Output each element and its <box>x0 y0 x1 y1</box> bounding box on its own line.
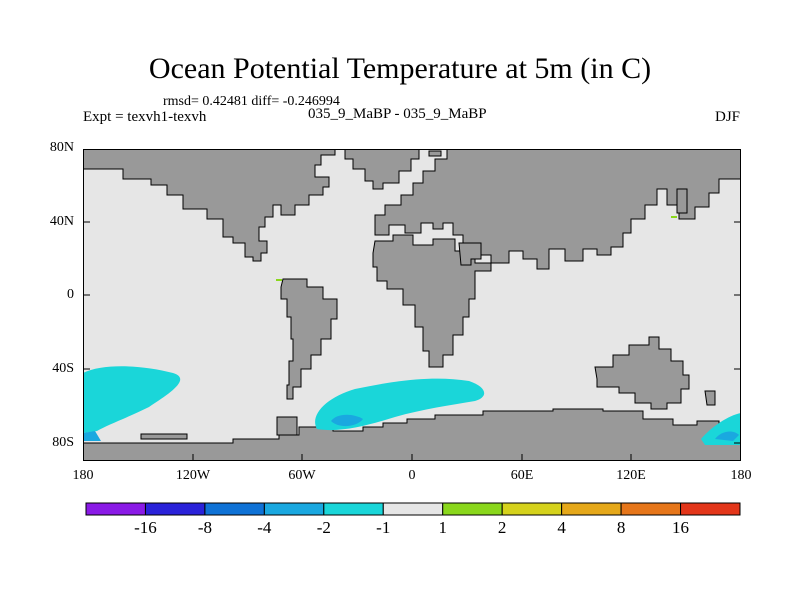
land-eurasia <box>374 149 741 270</box>
plot-title: Ocean Potential Temperature at 5m (in C) <box>148 52 652 85</box>
colorbar-label: 4 <box>557 518 566 537</box>
plot-frame <box>83 149 741 461</box>
x-tick-label: 60E <box>510 468 534 483</box>
colorbar-label: 8 <box>616 518 626 537</box>
run-label: 035_9_MaBP - 035_9_MaBP <box>308 106 487 122</box>
colorbar <box>85 502 741 516</box>
colorbar-swatch <box>85 502 146 516</box>
colorbar-label: 2 <box>497 518 507 537</box>
x-tick-label: 120E <box>616 468 646 483</box>
land-south-america <box>280 278 338 400</box>
x-tick-label: 60W <box>288 468 316 483</box>
colorbar-label: -2 <box>316 518 331 537</box>
rmsd-diff-text: rmsd= 0.42481 diff= -0.246994 <box>163 94 340 109</box>
x-tick-label: 120W <box>175 468 211 483</box>
x-tick-label: 180 <box>72 468 94 483</box>
anomaly-region-south-atlantic-core <box>331 414 363 427</box>
anomaly-region-south-pacific <box>83 366 181 433</box>
anomaly-patch-warm-equatorial <box>276 279 282 281</box>
colorbar-swatch <box>620 502 682 516</box>
y-tick-label: 40N <box>49 214 74 229</box>
land-island-svalbard <box>428 150 442 157</box>
colorbar-swatch <box>442 502 503 516</box>
land-australia <box>594 336 690 410</box>
season-label: DJF <box>714 109 740 125</box>
land-island-ross-shelf <box>140 433 188 440</box>
y-tick-label: 80S <box>52 435 74 450</box>
colorbar-swatch <box>561 502 622 516</box>
experiment-label: Expt = texvh1-texvh <box>83 109 207 125</box>
world-map <box>83 149 741 461</box>
colorbar-swatch <box>323 502 384 516</box>
colorbar-label: -16 <box>134 518 157 537</box>
land-island-antarctic-peninsula <box>276 416 298 436</box>
colorbar-swatch <box>382 502 444 516</box>
land-new-zealand <box>704 390 716 406</box>
colorbar-label: -4 <box>257 518 272 537</box>
x-tick-label: 0 <box>408 468 416 483</box>
land-antarctica <box>83 408 741 461</box>
land-greenland <box>344 149 420 190</box>
land-island-japan <box>676 188 688 214</box>
land-north-america <box>83 149 336 262</box>
colorbar-swatch <box>501 502 563 516</box>
land-africa <box>372 234 492 368</box>
land-masses <box>83 149 741 461</box>
colorbar-swatch <box>144 502 206 516</box>
colorbar-label: 1 <box>438 518 447 537</box>
colorbar-swatch <box>204 502 265 516</box>
colorbar-label: 16 <box>672 518 690 537</box>
anomaly-region-antarctic-edge <box>83 431 101 441</box>
y-tick-label: 80N <box>49 140 74 155</box>
anomaly-region-tasman-core <box>715 431 739 441</box>
colorbar-swatch <box>263 502 325 516</box>
colorbar-label: -1 <box>376 518 391 537</box>
land-arabia <box>458 242 482 266</box>
colorbar-swatch <box>680 502 741 516</box>
y-tick-label: 0 <box>67 287 74 302</box>
anomaly-patch-warm-north-pacific <box>671 216 677 218</box>
y-tick-label: 40S <box>52 361 74 376</box>
x-tick-label: 180 <box>730 468 752 483</box>
colorbar-label: -8 <box>197 518 212 537</box>
